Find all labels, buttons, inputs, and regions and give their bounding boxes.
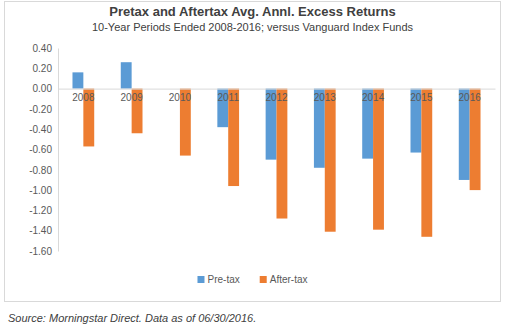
y-tick: -0.60 <box>29 144 58 155</box>
y-axis-line <box>58 49 59 252</box>
legend-label: Pre-tax <box>207 274 239 285</box>
y-tick-label: 0.40 <box>33 43 53 54</box>
x-tick: 2011 <box>217 89 239 103</box>
x-tick: 2015 <box>410 89 433 103</box>
subtitle: 10-Year Periods Ended 2008-2016; versus … <box>92 21 414 33</box>
y-tick: -1.40 <box>29 225 58 236</box>
legend: Pre-tax After-tax <box>197 274 307 285</box>
x-tick-label: 2009 <box>121 92 144 103</box>
bar <box>277 89 288 219</box>
source-note: Source: Morningstar Direct. Data as of 0… <box>8 312 256 324</box>
chart-svg: Pretax and Aftertax Avg. Annl. Excess Re… <box>0 0 505 335</box>
y-tick-label: 0.00 <box>33 83 53 94</box>
bars <box>72 62 480 237</box>
y-tick: 0.20 <box>33 63 58 74</box>
y-tick-label: -0.60 <box>29 144 52 155</box>
x-tick-label: 2011 <box>217 92 239 103</box>
y-tick: 0.00 <box>33 83 58 94</box>
bar <box>470 89 481 191</box>
y-tick: -1.60 <box>29 246 58 257</box>
x-tick: 2012 <box>265 89 288 103</box>
bar <box>421 89 432 237</box>
y-tick-label: -1.40 <box>29 225 52 236</box>
bar <box>228 89 239 186</box>
x-tick-label: 2013 <box>314 92 337 103</box>
x-axis-line <box>59 89 496 90</box>
y-axis: 0.40 0.20 0.00 -0.20 -0.40 -0.60 -0.80 -1.00 -1.… <box>29 43 58 257</box>
legend-swatch <box>197 276 204 283</box>
x-tick-label: 2016 <box>459 92 482 103</box>
chart-frame <box>5 2 501 302</box>
x-tick: 2013 <box>314 89 337 103</box>
y-tick-label: -0.20 <box>29 104 52 115</box>
y-tick-label: -0.80 <box>29 165 52 176</box>
x-tick: 2014 <box>362 89 385 103</box>
y-tick-label: -0.40 <box>29 124 52 135</box>
legend-item: Pre-tax <box>197 274 239 285</box>
y-tick-label: -1.00 <box>29 185 52 196</box>
legend-swatch <box>260 276 267 283</box>
x-tick-label: 2014 <box>362 92 385 103</box>
x-tick: 2016 <box>459 89 482 103</box>
x-tick-label: 2012 <box>265 92 288 103</box>
x-tick: 2008 <box>72 89 95 103</box>
bar <box>373 89 384 230</box>
y-tick: -1.00 <box>29 185 58 196</box>
y-tick: -1.20 <box>29 205 58 216</box>
bar <box>72 72 83 88</box>
legend-label: After-tax <box>270 274 308 285</box>
bar <box>325 89 336 232</box>
y-tick-label: -1.60 <box>29 246 52 257</box>
y-tick: -0.40 <box>29 124 58 135</box>
y-tick: 0.40 <box>33 43 58 54</box>
x-tick-label: 2010 <box>169 92 192 103</box>
y-tick-label: 0.20 <box>33 63 53 74</box>
x-tick: 2009 <box>121 89 144 103</box>
y-tick: -0.20 <box>29 104 58 115</box>
chart-container: Pretax and Aftertax Avg. Annl. Excess Re… <box>0 0 505 335</box>
title: Pretax and Aftertax Avg. Annl. Excess Re… <box>109 4 395 19</box>
x-tick: 2010 <box>169 89 192 103</box>
x-tick-label: 2015 <box>410 92 433 103</box>
legend-item: After-tax <box>260 274 308 285</box>
x-tick-label: 2008 <box>72 92 95 103</box>
bar <box>121 62 132 88</box>
y-tick-label: -1.20 <box>29 205 52 216</box>
x-axis: 2008 2009 2010 2011 2012 2013 2014 2015 2016 <box>59 89 496 103</box>
y-tick: -0.80 <box>29 165 58 176</box>
